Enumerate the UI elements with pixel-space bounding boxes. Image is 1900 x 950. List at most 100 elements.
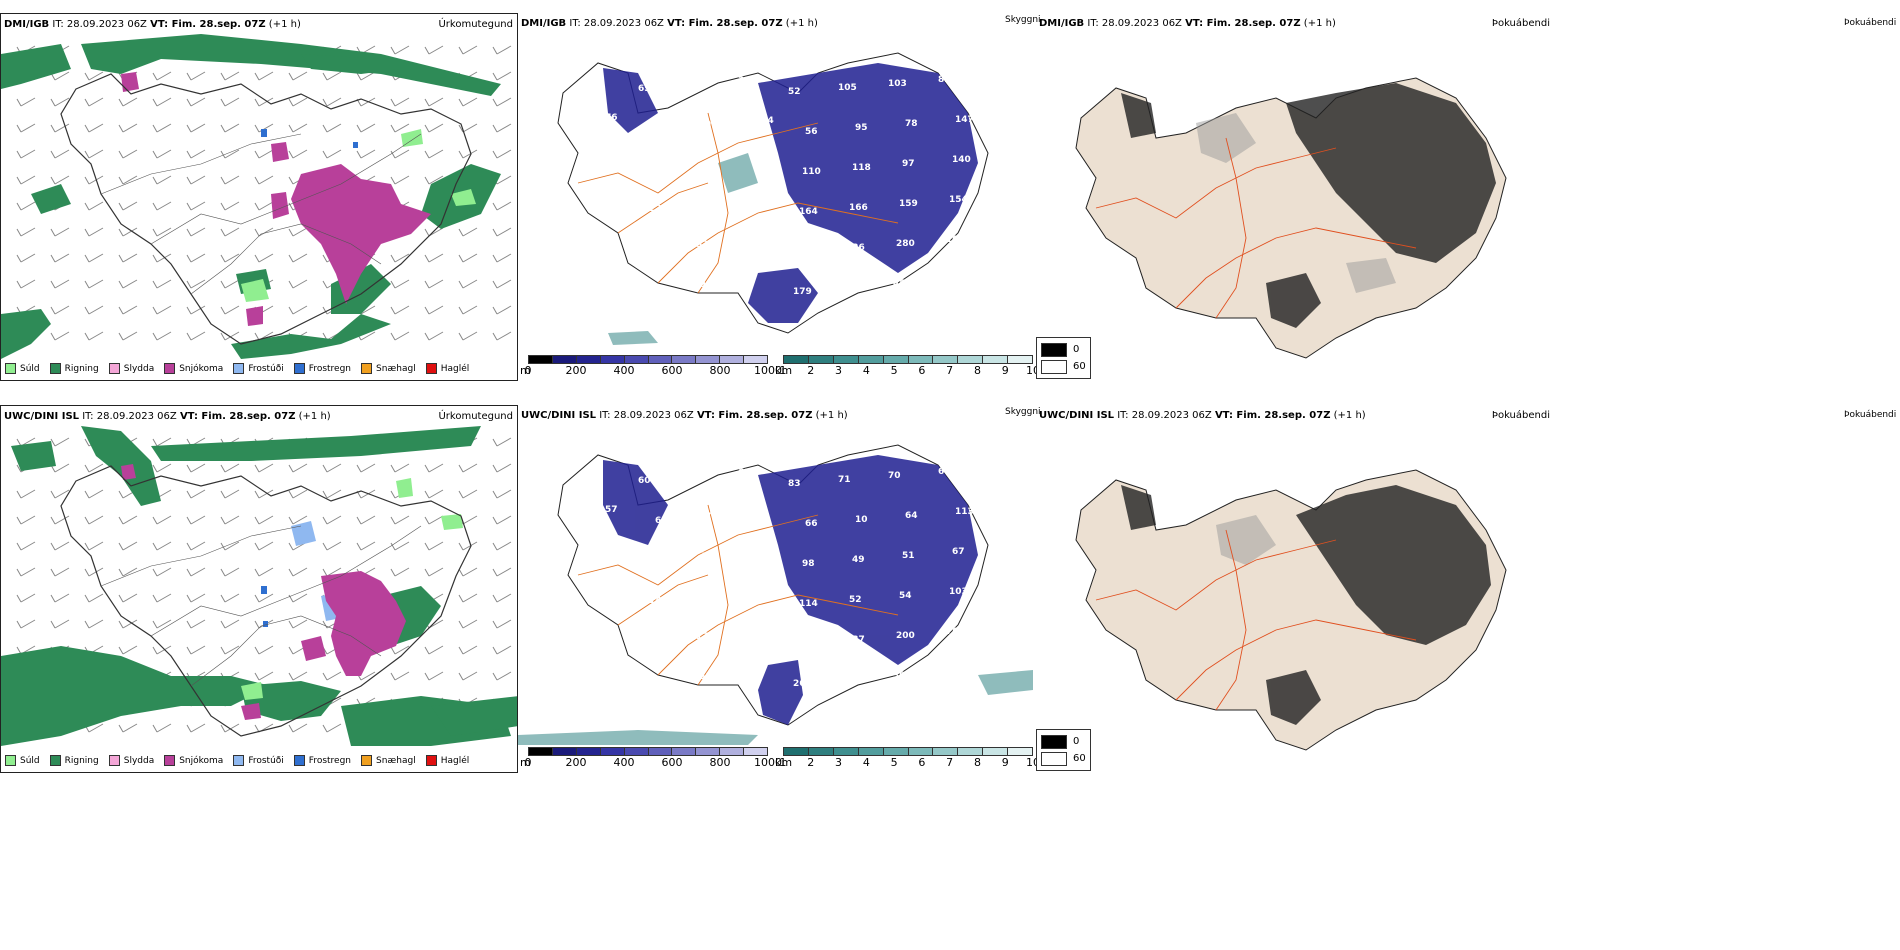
- wind-barb: [390, 331, 410, 341]
- legend-label: Frostúði: [248, 363, 284, 374]
- legend-label: Rigning: [64, 363, 99, 374]
- cloud-value: 76: [946, 627, 959, 637]
- wind-barb: [152, 175, 172, 185]
- legend-label: Súld: [20, 755, 40, 766]
- wind-barb: [84, 541, 104, 551]
- cloud-value: 49: [852, 555, 865, 565]
- wind-barb: [220, 723, 240, 733]
- wind-barb: [50, 437, 70, 447]
- colorbar-cell: [883, 748, 909, 755]
- wind-barb: [424, 279, 444, 289]
- wind-barb: [220, 201, 240, 211]
- teal-areas: [608, 153, 758, 345]
- wind-barb: [254, 463, 274, 473]
- wind-barb: [84, 331, 104, 341]
- colorbar-tick: 1000: [754, 364, 782, 377]
- colorbar-cell: [648, 748, 673, 755]
- wind-barb: [492, 619, 512, 629]
- wind-barb: [288, 489, 308, 499]
- cloud-areas: [603, 63, 978, 323]
- colorbar-tick: 8: [973, 364, 981, 377]
- cloud-value: 140: [649, 596, 668, 606]
- colorbar-cell: [529, 748, 553, 755]
- wind-barb: [390, 97, 410, 107]
- legend-label: Frostregn: [308, 363, 352, 374]
- cloud-value: 71: [838, 475, 851, 485]
- wind-barb: [118, 97, 138, 107]
- cloud-value: 97: [902, 159, 915, 169]
- wind-barb: [220, 331, 240, 341]
- wind-barb: [118, 305, 138, 315]
- cloud-value: 287: [643, 284, 662, 294]
- wind-barb: [186, 331, 206, 341]
- wind-barb: [84, 567, 104, 577]
- wind-barb: [186, 97, 206, 107]
- wind-barb: [492, 71, 512, 81]
- cloud-value: 52: [849, 595, 862, 605]
- wind-barb: [492, 305, 512, 315]
- colorbar-cell: [529, 356, 553, 363]
- wind-barb: [424, 541, 444, 551]
- colorbar-cell: [983, 356, 1009, 363]
- legend-item: Rigning: [49, 755, 99, 766]
- cloud-value: 82: [938, 75, 951, 85]
- wind-barb: [16, 567, 36, 577]
- wind-barb: [186, 645, 206, 655]
- cloud-value: 38: [743, 276, 756, 286]
- wind-barb: [492, 331, 512, 341]
- colorbar-cell: [576, 356, 601, 363]
- colorbar-tick: 0: [524, 756, 532, 769]
- wind-barb: [16, 489, 36, 499]
- wind-barb: [458, 331, 478, 341]
- wind-barb: [288, 149, 308, 159]
- colorbar-cell: [552, 356, 577, 363]
- wind-barb: [424, 253, 444, 263]
- fog-map: [1075, 77, 1507, 359]
- visibility-colorbar: 1 2 3 4 5 6 7 8 9 10 km: [775, 355, 1036, 377]
- wind-barb: [458, 253, 478, 263]
- cloud-value: 267: [793, 679, 812, 689]
- legend-item: Súld: [5, 755, 40, 766]
- cloud-value: 154: [949, 195, 968, 205]
- cloud-value: 78: [905, 119, 918, 129]
- wind-barb: [220, 253, 240, 263]
- wind-barb: [390, 671, 410, 681]
- cloud-value: 82: [643, 676, 656, 686]
- wind-barb: [220, 489, 240, 499]
- wind-barb: [152, 541, 172, 551]
- colorbar-cell: [908, 748, 934, 755]
- wind-barb: [492, 593, 512, 603]
- legend-swatch: [361, 755, 373, 766]
- wind-barb: [16, 227, 36, 237]
- fog-legend-row: 0: [1041, 341, 1086, 358]
- cloud-panel-title: Skyggni: [1005, 15, 1041, 25]
- cloud-value: 153: [693, 672, 712, 682]
- legend-swatch: [293, 755, 305, 766]
- fog-legend-row: 60: [1041, 750, 1086, 767]
- wind-barb: [118, 331, 138, 341]
- cloud-value: 85: [588, 465, 601, 475]
- wind-barb: [118, 253, 138, 263]
- road-network: [577, 112, 899, 294]
- wind-barb: [84, 201, 104, 211]
- cloud-value: 155: [796, 639, 815, 649]
- wind-barb: [118, 619, 138, 629]
- wind-barb: [152, 567, 172, 577]
- cloud-value: 137: [749, 588, 768, 598]
- cloud-value: 68: [688, 472, 701, 482]
- cloud-value: 90: [705, 120, 718, 130]
- legend-item: Snæhagl: [361, 363, 416, 374]
- colorbar-cell: [858, 748, 884, 755]
- cloud-panel-2: UWC/DINI ISL IT: 28.09.2023 06Z VT: Fim.…: [518, 405, 1036, 773]
- cloud-value: 64: [905, 511, 918, 521]
- fog-roads: [1095, 529, 1417, 711]
- drizzle-areas: [241, 129, 476, 302]
- wind-barb: [220, 567, 240, 577]
- fog-legend-label: 60: [1073, 753, 1086, 764]
- wind-barb: [50, 279, 70, 289]
- wind-barb: [288, 123, 308, 133]
- legend-item: Slydda: [108, 363, 154, 374]
- cloud-value: 39: [893, 671, 906, 681]
- colorbar-cell: [784, 748, 809, 755]
- cloud-value: 65: [655, 516, 668, 526]
